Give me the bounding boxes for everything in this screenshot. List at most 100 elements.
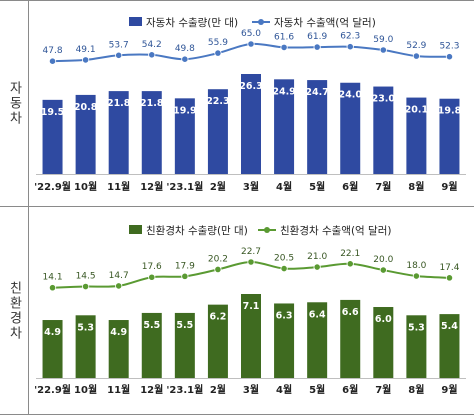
bar	[207, 89, 228, 174]
bar-value-label: 26.3	[239, 81, 262, 92]
x-tick-label: 10월	[74, 384, 97, 396]
line-value-label: 52.9	[406, 41, 426, 51]
bar	[174, 98, 195, 174]
x-tick-label: '23.1월	[166, 384, 203, 396]
line-point	[313, 43, 321, 51]
bar	[108, 91, 129, 174]
bar-value-label: 20.1	[405, 105, 428, 116]
bar-value-label: 24.0	[339, 90, 363, 101]
line-point	[280, 264, 288, 273]
line-value-label: 22.1	[340, 249, 360, 259]
bar-value-label: 23.0	[372, 94, 396, 105]
x-tick-label: 4월	[276, 384, 292, 396]
line-value-label: 14.1	[43, 273, 63, 283]
top-border	[0, 0, 474, 1]
x-tick-label: 7월	[375, 181, 391, 193]
line-value-label: 20.2	[208, 254, 228, 264]
line-point	[148, 273, 156, 281]
bar	[373, 307, 394, 378]
bar	[340, 82, 361, 174]
bar-value-label: 21.8	[140, 98, 164, 109]
x-tick-label: '22.9월	[34, 384, 71, 396]
bar-value-label: 5.5	[143, 320, 160, 331]
line-point	[48, 57, 57, 65]
x-tick-label: 12월	[140, 384, 163, 396]
line-point	[247, 40, 255, 48]
line-point	[181, 55, 189, 63]
legend-line-marker	[258, 19, 264, 25]
panel-2-side-label: 친환경차	[0, 207, 28, 415]
x-tick-label: 3월	[243, 384, 259, 396]
line-value-label: 49.1	[76, 45, 96, 55]
x-tick-label: 8월	[408, 181, 424, 193]
bar-value-label: 6.6	[342, 307, 359, 318]
line-point	[346, 43, 354, 51]
line-value-label: 20.5	[274, 254, 294, 264]
x-tick-label: 10월	[74, 181, 97, 193]
line-value-label: 49.8	[175, 44, 195, 54]
line-point	[148, 51, 156, 59]
bar	[241, 74, 261, 174]
legend-bar-label: 자동차 수출량(만 대)	[146, 17, 238, 29]
bar	[141, 91, 162, 174]
bar-value-label: 21.8	[107, 98, 131, 109]
line-value-label: 22.7	[241, 247, 261, 257]
line-value-label: 20.0	[373, 255, 393, 265]
legend-bar-swatch	[129, 17, 142, 26]
bar-value-label: 4.9	[44, 327, 61, 338]
bar-value-label: 5.5	[176, 320, 193, 331]
bar-value-label: 7.1	[243, 301, 260, 312]
bar	[274, 303, 295, 378]
line-point	[115, 51, 123, 59]
line-value-label: 18.0	[406, 261, 426, 271]
bar	[42, 99, 63, 174]
line-point	[379, 46, 387, 54]
line-point	[445, 274, 454, 282]
bar	[373, 86, 394, 174]
bar	[406, 97, 427, 174]
x-tick-label: 6월	[342, 384, 358, 396]
line-value-label: 54.2	[142, 40, 162, 50]
x-tick-label: 8월	[408, 384, 424, 396]
line-point	[412, 52, 420, 60]
line-value-label: 14.5	[76, 272, 96, 282]
line-point	[48, 284, 57, 292]
bar	[439, 98, 460, 174]
line-value-label: 21.0	[307, 252, 327, 262]
panel-1-side-label-text: 자동차	[6, 80, 22, 126]
line-point	[82, 282, 90, 291]
bar	[241, 294, 261, 378]
line-value-label: 17.9	[175, 261, 195, 271]
line-point	[214, 265, 222, 274]
panel-1-side-label: 자동차	[0, 0, 28, 206]
bar-value-label: 24.9	[272, 86, 295, 97]
line-point	[445, 53, 454, 61]
x-tick-label: 5월	[309, 384, 325, 396]
bar	[439, 314, 460, 378]
bar-value-label: 5.3	[408, 322, 425, 333]
x-tick-label: '22.9월	[34, 181, 71, 193]
bar-value-label: 19.8	[438, 106, 462, 117]
panel-2-side-label-text: 친환경차	[6, 281, 22, 341]
line-value-label: 61.6	[274, 32, 294, 42]
bar-value-label: 6.0	[375, 314, 392, 325]
bar	[307, 302, 328, 378]
legend-bar-swatch	[129, 225, 142, 234]
bar-value-label: 19.9	[173, 105, 196, 116]
bar	[108, 320, 129, 378]
bar-value-label: 24.7	[305, 87, 328, 98]
line-value-label: 17.4	[439, 263, 459, 273]
x-tick-label: 9월	[441, 384, 457, 396]
line-point	[412, 272, 420, 280]
x-tick-label: 4월	[276, 181, 292, 193]
bar-value-label: 6.3	[276, 310, 293, 321]
line-value-label: 61.9	[307, 32, 327, 42]
line-point	[115, 282, 123, 290]
line-value-label: 55.9	[208, 38, 228, 48]
x-tick-label: 5월	[309, 181, 325, 193]
legend-line-marker	[264, 227, 270, 233]
x-tick-label: 12월	[140, 181, 163, 193]
line-point	[379, 266, 387, 274]
